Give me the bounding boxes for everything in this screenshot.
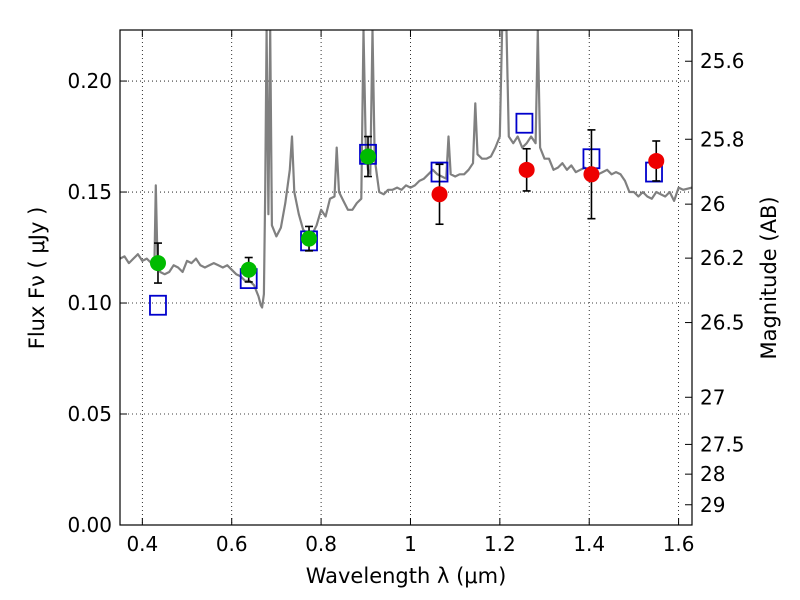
magnitude-tick-label: 28 <box>700 462 725 486</box>
magnitude-tick-label: 26 <box>700 192 725 216</box>
observed-points <box>149 129 665 284</box>
magnitude-tick-label: 27 <box>700 385 725 409</box>
magnitude-axis-label: Magnitude (AB) <box>757 196 781 359</box>
plot-frame <box>119 29 693 526</box>
magnitude-axis-ticks: 25.6 25.8 26 26.2 26.5 27 27.5 28 29 <box>685 49 745 517</box>
observed-point <box>360 148 377 165</box>
y-tick-label: 0.20 <box>67 69 112 93</box>
x-tick-label: 0.8 <box>305 532 337 556</box>
observed-point <box>518 161 535 178</box>
y-tick-label: 0.10 <box>67 291 112 315</box>
model-square <box>149 294 167 316</box>
spectrum-line <box>120 30 692 309</box>
magnitude-tick-label: 26.2 <box>700 246 745 270</box>
x-tick-label: 1.6 <box>663 532 695 556</box>
y-tick-label: 0.05 <box>67 402 112 426</box>
plot-area <box>120 30 692 525</box>
observed-point <box>431 186 448 203</box>
magnitude-tick-label: 29 <box>700 493 725 517</box>
x-tick-label: 0.6 <box>216 532 248 556</box>
observed-point <box>648 152 665 169</box>
magnitude-tick-label: 25.6 <box>700 49 745 73</box>
x-tick-label: 1 <box>404 532 417 556</box>
model-square <box>515 112 534 134</box>
observed-point <box>149 255 166 272</box>
x-tick-label: 0.4 <box>126 532 158 556</box>
spectrum-layer <box>120 30 692 309</box>
y-axis-ticks: 0.00 0.05 0.10 0.15 0.20 <box>67 69 127 537</box>
observed-point <box>301 230 318 247</box>
magnitude-tick-label: 25.8 <box>700 127 745 151</box>
observed-point <box>583 166 600 183</box>
y-tick-label: 0.00 <box>67 513 112 537</box>
y-tick-label: 0.15 <box>67 180 112 204</box>
observed-point <box>240 261 257 278</box>
x-axis-ticks: 0.4 0.6 0.8 1 1.2 1.4 1.6 <box>126 30 695 556</box>
magnitude-tick-label: 27.5 <box>700 432 745 456</box>
x-tick-label: 1.4 <box>573 532 605 556</box>
y-axis-label: Flux Fν ( μJy ) <box>25 207 49 350</box>
magnitude-tick-label: 26.5 <box>700 311 745 335</box>
x-tick-label: 1.2 <box>484 532 516 556</box>
x-axis-label: Wavelength λ (μm) <box>306 564 507 588</box>
